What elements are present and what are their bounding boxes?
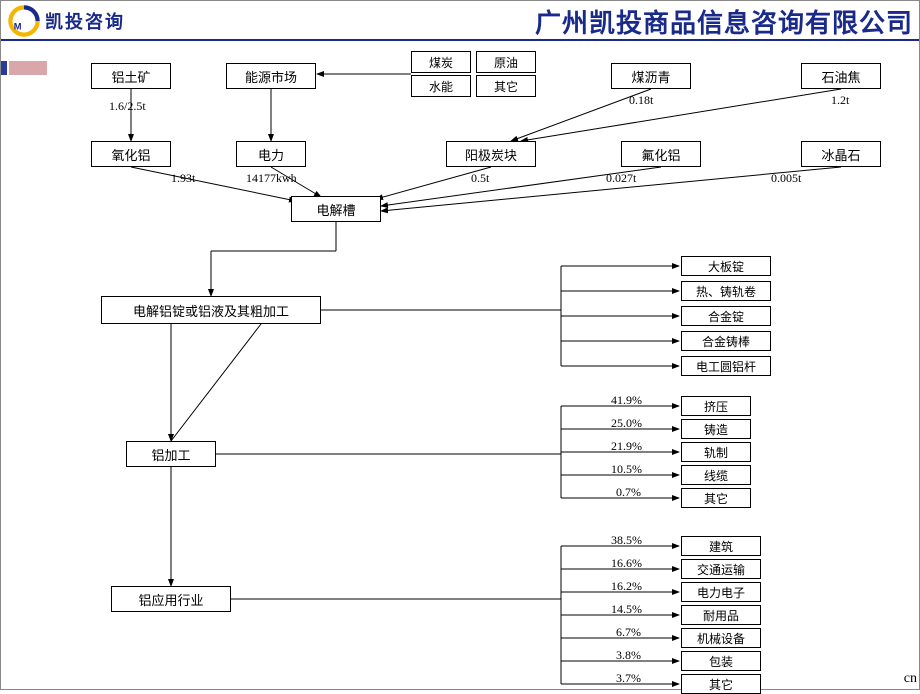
edge-label: 3.8% — [616, 648, 641, 663]
node-petroleum_coke: 石油焦 — [801, 63, 881, 89]
edge-label: 3.7% — [616, 671, 641, 686]
edge-label: 0.5t — [471, 171, 489, 186]
edge-label: 16.2% — [611, 579, 642, 594]
node-q4: 线缆 — [681, 465, 751, 485]
node-p2: 热、铸轨卷 — [681, 281, 771, 301]
edge-label: 0.027t — [606, 171, 636, 186]
node-alf3: 氟化铝 — [621, 141, 701, 167]
node-r6: 包装 — [681, 651, 761, 671]
node-q2: 铸造 — [681, 419, 751, 439]
edge-label: 0.005t — [771, 171, 801, 186]
node-coal_pitch: 煤沥青 — [611, 63, 691, 89]
node-anode: 阳极炭块 — [446, 141, 536, 167]
node-p1: 大板锭 — [681, 256, 771, 276]
edge-label: 0.18t — [629, 93, 653, 108]
svg-text:M: M — [14, 21, 22, 31]
node-coal: 煤炭 — [411, 51, 471, 73]
node-q1: 挤压 — [681, 396, 751, 416]
edge-label: 21.9% — [611, 439, 642, 454]
node-alumina: 氧化铝 — [91, 141, 171, 167]
node-energy_market: 能源市场 — [226, 63, 316, 89]
logo: M 凯投咨询 — [7, 4, 125, 38]
node-rough: 电解铝锭或铝液及其粗加工 — [101, 296, 321, 324]
node-application: 铝应用行业 — [111, 586, 231, 612]
edge-label: 1.2t — [831, 93, 849, 108]
node-hydro: 水能 — [411, 75, 471, 97]
node-crude: 原油 — [476, 51, 536, 73]
node-r4: 耐用品 — [681, 605, 761, 625]
edge-label: 38.5% — [611, 533, 642, 548]
flow-canvas: 铝土矿能源市场煤炭原油水能其它煤沥青石油焦氧化铝电力阳极炭块氟化铝冰晶石电解槽电… — [1, 41, 919, 689]
corner-text: cn — [904, 671, 917, 687]
node-q5: 其它 — [681, 488, 751, 508]
edge-label: 16.6% — [611, 556, 642, 571]
node-cryolite: 冰晶石 — [801, 141, 881, 167]
node-p5: 电工圆铝杆 — [681, 356, 771, 376]
node-other_e: 其它 — [476, 75, 536, 97]
node-p4: 合金铸棒 — [681, 331, 771, 351]
node-bauxite: 铝土矿 — [91, 63, 171, 89]
edge-label: 25.0% — [611, 416, 642, 431]
node-p3: 合金锭 — [681, 306, 771, 326]
edge-label: 6.7% — [616, 625, 641, 640]
node-r5: 机械设备 — [681, 628, 761, 648]
edge-label: 41.9% — [611, 393, 642, 408]
edge-label: 14177kwh — [246, 171, 297, 186]
edge-label: 14.5% — [611, 602, 642, 617]
edge-label: 1.6/2.5t — [109, 99, 146, 114]
node-r1: 建筑 — [681, 536, 761, 556]
node-r7: 其它 — [681, 674, 761, 694]
node-processing: 铝加工 — [126, 441, 216, 467]
node-r2: 交通运输 — [681, 559, 761, 579]
header: M 凯投咨询 广州凯投商品信息咨询有限公司 — [1, 3, 919, 41]
edge-label: 0.7% — [616, 485, 641, 500]
edge-label: 1.93t — [171, 171, 195, 186]
node-r3: 电力电子 — [681, 582, 761, 602]
logo-mark-icon: M — [7, 4, 41, 38]
node-q3: 轨制 — [681, 442, 751, 462]
edge-label: 10.5% — [611, 462, 642, 477]
logo-text: 凯投咨询 — [45, 8, 125, 34]
node-cell: 电解槽 — [291, 196, 381, 222]
company-name: 广州凯投商品信息咨询有限公司 — [535, 3, 913, 40]
node-electricity: 电力 — [236, 141, 306, 167]
